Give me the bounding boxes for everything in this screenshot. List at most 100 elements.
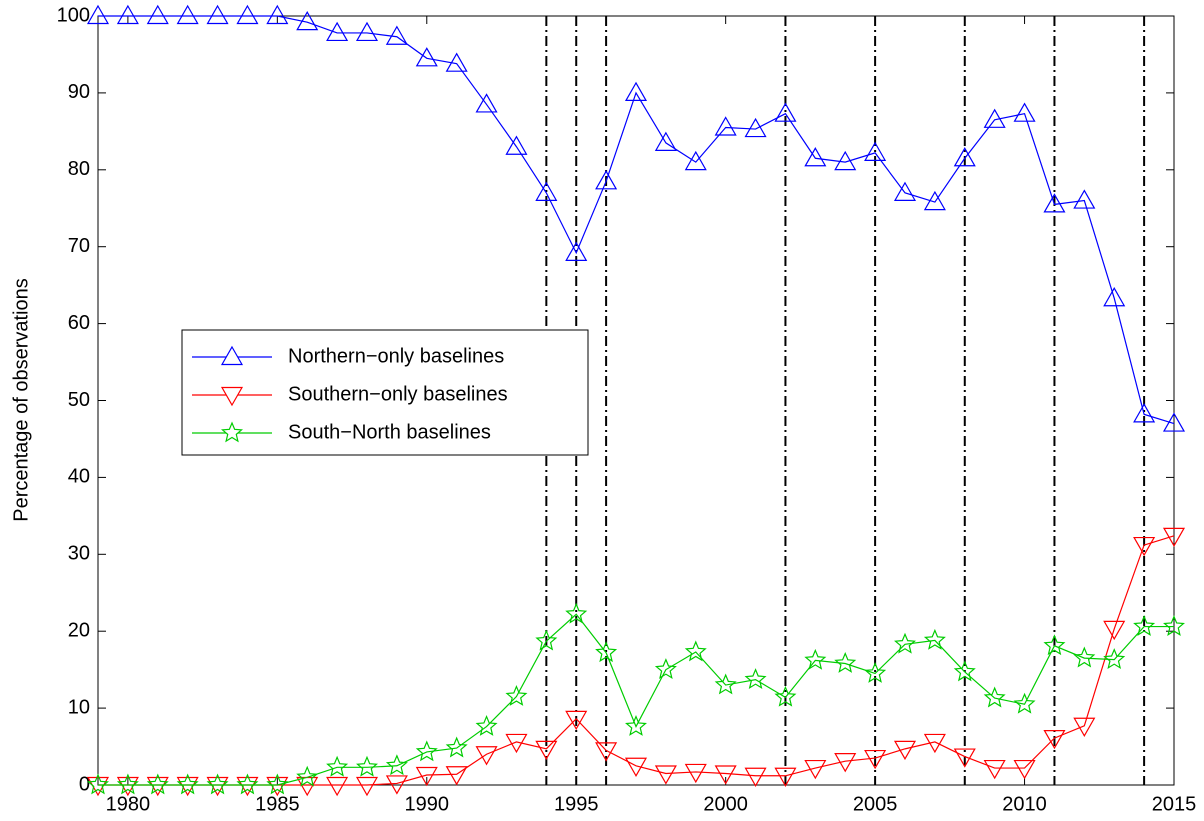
legend: Northern−only baselines Southern−only bas…: [181, 329, 589, 456]
y-tick-label: 10: [68, 696, 90, 718]
point-marker: [625, 714, 647, 736]
point-marker: [654, 131, 677, 151]
legend-box: [181, 329, 589, 456]
point-marker: [445, 766, 468, 786]
point-marker: [475, 93, 498, 113]
x-tick-label: 2000: [703, 793, 748, 815]
point-marker: [893, 740, 917, 761]
point-marker: [654, 658, 677, 680]
point-marker: [684, 640, 707, 662]
point-marker: [1103, 648, 1126, 670]
point-marker: [774, 685, 797, 707]
point-marker: [1133, 403, 1156, 423]
legend-marker: [220, 345, 244, 366]
point-marker: [326, 755, 349, 777]
point-marker: [1073, 717, 1096, 737]
point-marker: [146, 773, 169, 795]
x-tick-label: 2015: [1152, 793, 1197, 815]
point-marker: [356, 755, 378, 777]
point-marker: [445, 736, 468, 758]
point-marker: [894, 632, 916, 654]
point-marker: [1073, 646, 1096, 668]
point-marker: [146, 4, 169, 25]
point-marker: [595, 170, 618, 190]
point-marker: [834, 651, 857, 673]
y-axis-label: Percentage of observations: [10, 278, 32, 522]
point-marker: [236, 773, 259, 795]
point-marker: [535, 740, 558, 761]
legend-label: South−North baselines: [288, 421, 491, 443]
point-marker: [326, 776, 349, 797]
point-marker: [1163, 615, 1185, 636]
point-marker: [595, 641, 618, 663]
point-marker: [206, 776, 229, 797]
legend-marker: [221, 421, 243, 443]
point-marker: [475, 746, 498, 766]
point-marker: [535, 629, 558, 651]
point-marker: [595, 742, 618, 762]
x-tick-label: 2010: [1002, 793, 1047, 815]
point-marker: [864, 749, 887, 770]
point-marker: [1073, 189, 1096, 209]
point-marker: [983, 759, 1006, 780]
point-marker: [415, 766, 438, 787]
point-marker: [953, 748, 976, 768]
point-marker: [1162, 412, 1186, 432]
point-marker: [1133, 536, 1156, 557]
point-marker: [87, 773, 109, 795]
point-marker: [1043, 729, 1066, 750]
point-marker: [654, 765, 677, 785]
point-marker: [953, 147, 976, 167]
legend-label: Northern−only baselines: [288, 345, 504, 367]
point-marker: [923, 628, 946, 650]
point-marker: [744, 668, 767, 690]
y-tick-label: 60: [68, 312, 90, 334]
point-marker: [505, 135, 528, 155]
point-marker: [983, 686, 1006, 708]
point-marker: [714, 765, 737, 785]
point-marker: [774, 767, 797, 787]
point-marker: [744, 117, 767, 138]
point-marker: [624, 81, 648, 101]
point-marker: [385, 25, 408, 45]
point-marker: [296, 765, 319, 787]
point-marker: [505, 733, 528, 754]
point-marker: [385, 754, 408, 776]
point-marker: [296, 10, 319, 31]
x-tick-label: 1995: [554, 793, 599, 815]
point-marker: [475, 714, 498, 736]
series-line: [98, 613, 1174, 786]
point-marker: [1103, 620, 1126, 641]
y-tick-label: 50: [68, 389, 90, 411]
point-marker: [565, 710, 588, 731]
point-marker: [326, 21, 349, 42]
point-marker: [176, 776, 199, 797]
series-line: [98, 535, 1175, 786]
series-line: [98, 15, 1175, 425]
point-marker: [714, 673, 737, 695]
y-tick-label: 40: [68, 466, 90, 488]
point-marker: [1043, 193, 1066, 213]
point-marker: [415, 47, 438, 67]
point-marker: [1013, 759, 1036, 780]
point-marker: [684, 763, 707, 784]
point-marker: [206, 773, 229, 795]
point-marker: [296, 776, 319, 797]
point-marker: [624, 757, 648, 777]
point-marker: [355, 776, 379, 797]
y-tick-label: 0: [79, 773, 90, 795]
point-marker: [565, 602, 588, 624]
point-marker: [385, 775, 408, 795]
y-tick-label: 80: [68, 158, 90, 180]
point-marker: [834, 150, 857, 171]
point-marker: [774, 102, 797, 122]
point-marker: [714, 116, 737, 136]
point-marker: [535, 181, 558, 201]
y-tick-label: 20: [68, 619, 90, 641]
point-marker: [236, 4, 259, 25]
point-marker: [864, 661, 887, 683]
point-marker: [983, 108, 1006, 128]
point-marker: [116, 773, 139, 795]
point-marker: [565, 241, 588, 261]
